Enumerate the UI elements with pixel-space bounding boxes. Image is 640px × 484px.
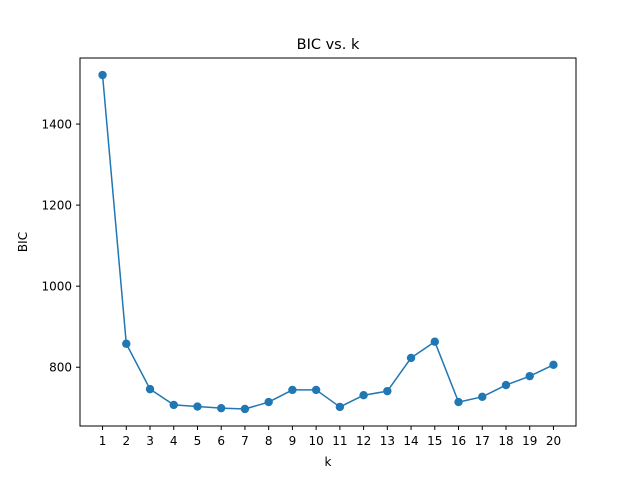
x-tick-label: 4 (170, 434, 178, 448)
data-point (169, 400, 178, 410)
data-point (240, 404, 250, 414)
axes-frame (79, 57, 577, 427)
chart-title: BIC vs. k (297, 37, 360, 53)
x-tick-label: 18 (498, 434, 513, 448)
y-axis: 800 1000 1200 1400 (41, 118, 80, 375)
x-tick-label: 10 (308, 434, 323, 448)
y-axis-label: BIC (16, 232, 30, 252)
data-point (454, 397, 463, 407)
data-point (478, 392, 487, 402)
x-tick-label: 19 (522, 434, 537, 448)
y-tick-label: 1200 (41, 199, 72, 213)
data-point (359, 390, 368, 400)
plot-area: 1 2 3 4 5 6 7 8 9 10 11 12 13 14 15 16 17 18 19 20 80010001… (41, 57, 577, 448)
data-point (430, 337, 439, 346)
x-tick-label: 11 (332, 434, 347, 448)
data-point (501, 380, 511, 390)
data-point (122, 339, 131, 348)
x-tick-label: 14 (403, 434, 418, 448)
data-point (264, 397, 273, 407)
x-tick-label: 1 (99, 434, 107, 448)
x-axis: 1 2 3 4 5 6 7 8 9 10 11 12 13 14 15 16 17 18 19 20 (99, 426, 561, 448)
data-point (549, 360, 558, 370)
x-tick-label: 20 (546, 434, 561, 448)
x-axis-label: k (325, 455, 332, 469)
x-tick-label: 8 (265, 434, 273, 448)
y-tick-label: 1400 (41, 118, 72, 132)
data-point (311, 385, 321, 395)
data-point (145, 384, 155, 394)
data-point (383, 386, 392, 396)
data-point (288, 385, 297, 395)
x-tick-label: 2 (122, 434, 130, 448)
x-tick-label: 15 (427, 434, 442, 448)
x-tick-label: 3 (146, 434, 154, 448)
data-point (217, 403, 226, 413)
x-tick-label: 17 (475, 434, 490, 448)
x-tick-label: 9 (289, 434, 297, 448)
data-point (193, 402, 202, 411)
bic-series (98, 70, 558, 414)
data-point (335, 402, 345, 412)
x-tick-label: 5 (194, 434, 202, 448)
x-tick-label: 7 (241, 434, 249, 448)
x-tick-label: 16 (451, 434, 466, 448)
x-tick-label: 12 (356, 434, 371, 448)
x-tick-label: 13 (380, 434, 395, 448)
data-point (406, 353, 416, 363)
data-point (525, 371, 534, 381)
data-point (98, 70, 107, 80)
x-tick-label: 6 (217, 434, 225, 448)
y-tick-label: 1000 (41, 280, 72, 294)
y-tick-label: 800 (49, 361, 72, 375)
